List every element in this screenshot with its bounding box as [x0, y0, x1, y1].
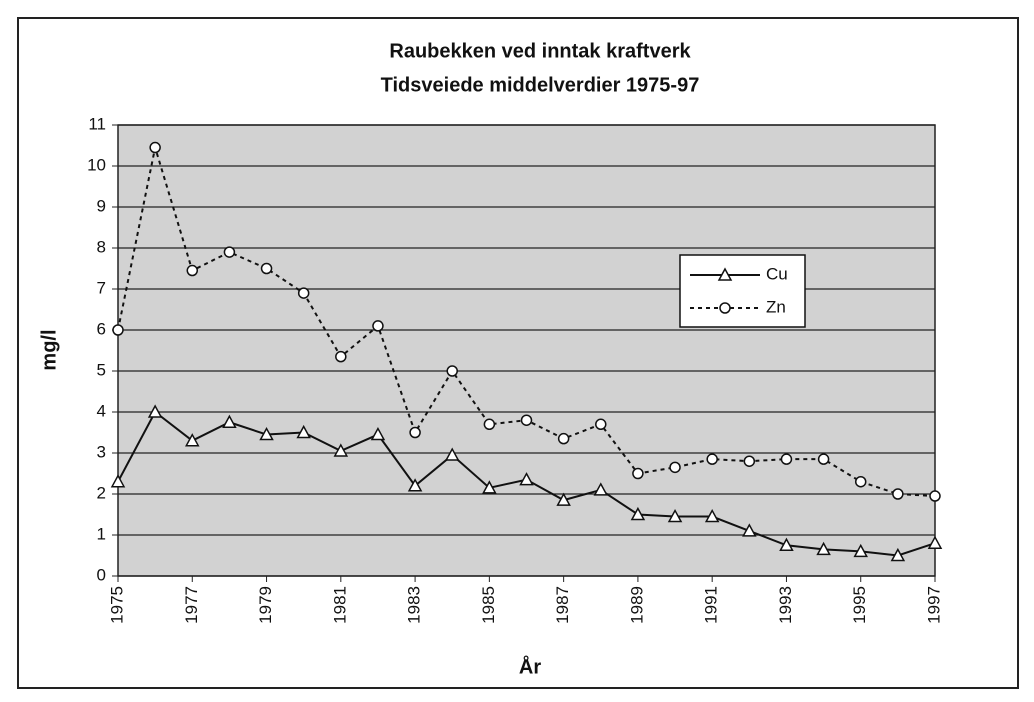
marker	[817, 453, 830, 465]
y-tick-label: 8	[97, 237, 106, 256]
marker	[223, 246, 236, 258]
marker	[296, 424, 311, 439]
marker	[444, 447, 460, 461]
y-tick-label: 1	[97, 524, 106, 543]
marker	[557, 432, 570, 445]
marker	[259, 426, 274, 441]
x-tick-label: 1983	[405, 586, 424, 624]
y-tick-label: 0	[97, 565, 106, 584]
y-axis-label: mg/l	[38, 329, 60, 370]
marker	[742, 523, 757, 537]
plot-area	[117, 124, 936, 577]
marker	[370, 426, 386, 441]
y-tick-label: 3	[97, 442, 106, 461]
marker	[147, 404, 163, 418]
legend: Cu Zn	[679, 254, 806, 328]
marker	[112, 324, 124, 336]
marker	[816, 541, 831, 556]
marker	[482, 480, 497, 494]
y-tick-label: 10	[87, 155, 106, 174]
marker	[297, 287, 310, 299]
marker	[556, 492, 571, 506]
x-axis-label: År	[519, 654, 541, 678]
legend-label: Zn	[766, 297, 786, 316]
marker	[446, 365, 458, 377]
marker	[333, 443, 349, 457]
marker	[632, 467, 644, 480]
marker	[595, 418, 607, 431]
marker	[890, 547, 906, 562]
y-tick-label: 9	[97, 196, 106, 215]
marker	[185, 433, 200, 447]
marker	[892, 488, 904, 500]
y-tick-label: 11	[88, 114, 106, 133]
x-tick-label: 1979	[256, 586, 275, 624]
marker	[186, 264, 199, 277]
marker	[260, 262, 273, 275]
marker	[372, 320, 384, 332]
y-tick-label: 5	[97, 360, 106, 379]
y-tick-label: 6	[97, 319, 106, 338]
x-tick-label: 1995	[850, 586, 869, 624]
marker	[927, 535, 943, 549]
legend-box	[679, 254, 806, 328]
x-tick-label: 1987	[553, 586, 572, 624]
marker	[669, 461, 681, 474]
legend-marker	[719, 302, 731, 314]
marker	[929, 490, 941, 502]
chart-title: Raubekken ved inntak kraftverk	[389, 40, 691, 62]
x-tick-label: 1977	[182, 586, 201, 624]
marker	[593, 482, 609, 496]
x-tick-label: 1985	[479, 586, 498, 624]
marker	[483, 418, 496, 431]
marker	[110, 474, 126, 488]
marker	[743, 455, 756, 467]
marker	[222, 414, 237, 428]
y-tick-label: 2	[97, 483, 106, 502]
chart-subtitle: Tidsveiede middelverdier 1975-97	[381, 74, 700, 96]
x-tick-label: 1981	[330, 586, 349, 624]
marker	[667, 508, 683, 523]
x-tick-label: 1997	[924, 586, 943, 624]
y-tick-label: 4	[97, 401, 106, 420]
x-tick-label: 1975	[107, 586, 126, 624]
marker	[335, 350, 347, 363]
marker	[854, 475, 867, 488]
marker	[704, 508, 720, 523]
legend-marker	[717, 267, 733, 281]
marker	[630, 506, 646, 521]
marker	[409, 426, 421, 439]
x-tick-label: 1991	[702, 586, 721, 624]
marker	[407, 478, 423, 492]
legend-label: Cu	[766, 264, 788, 283]
marker	[706, 453, 718, 465]
marker	[520, 414, 533, 426]
marker	[780, 453, 793, 465]
y-tick-label: 7	[97, 278, 106, 297]
x-tick-label: 1993	[776, 586, 795, 624]
marker	[779, 537, 794, 551]
marker	[519, 472, 534, 486]
marker	[149, 141, 161, 154]
x-tick-label: 1989	[627, 586, 646, 624]
marker	[853, 543, 868, 558]
